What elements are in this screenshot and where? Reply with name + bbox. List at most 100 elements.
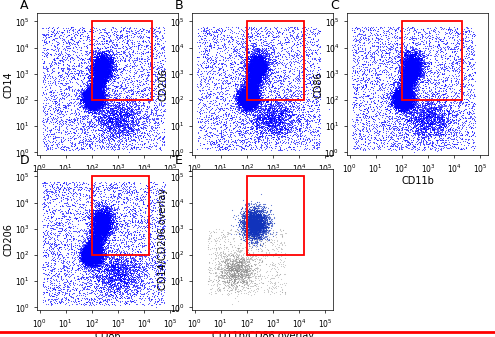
Point bbox=[84, 255, 92, 261]
Point bbox=[90, 90, 98, 95]
Point bbox=[89, 254, 97, 259]
Point bbox=[403, 70, 411, 76]
Point bbox=[93, 254, 100, 259]
Point bbox=[248, 88, 255, 93]
Point bbox=[79, 246, 87, 252]
Point bbox=[246, 78, 254, 83]
Point bbox=[263, 51, 271, 56]
Point bbox=[92, 92, 100, 97]
Point bbox=[111, 101, 119, 107]
Point bbox=[254, 71, 262, 77]
Point bbox=[398, 85, 406, 90]
Point bbox=[78, 254, 86, 259]
Point bbox=[403, 93, 411, 99]
Point bbox=[440, 99, 447, 105]
Point bbox=[240, 94, 248, 99]
Point bbox=[397, 71, 405, 77]
Point bbox=[256, 114, 264, 119]
Point bbox=[101, 70, 109, 75]
Point bbox=[402, 91, 410, 96]
Point bbox=[382, 100, 390, 106]
Point bbox=[84, 75, 92, 81]
Point bbox=[99, 216, 107, 221]
Point bbox=[52, 278, 60, 283]
Point bbox=[98, 67, 105, 73]
Point bbox=[398, 97, 406, 103]
Point bbox=[244, 93, 252, 98]
Point bbox=[238, 97, 246, 103]
Point bbox=[96, 228, 103, 233]
Point bbox=[99, 253, 107, 259]
Point bbox=[247, 92, 254, 97]
Point bbox=[87, 102, 95, 107]
Point bbox=[456, 101, 464, 106]
Point bbox=[129, 96, 137, 101]
Point bbox=[428, 123, 436, 128]
Point bbox=[101, 240, 109, 245]
Point bbox=[429, 121, 437, 126]
Point bbox=[88, 103, 96, 108]
Point bbox=[293, 48, 300, 53]
Point bbox=[88, 255, 96, 260]
Point bbox=[258, 55, 266, 60]
Point bbox=[106, 134, 114, 140]
Point bbox=[398, 94, 406, 99]
Point bbox=[417, 68, 425, 73]
Point bbox=[396, 92, 404, 98]
Point bbox=[92, 214, 100, 220]
Point bbox=[357, 142, 365, 147]
Point bbox=[100, 217, 108, 222]
Point bbox=[105, 236, 113, 241]
Point bbox=[405, 62, 413, 67]
Point bbox=[369, 91, 377, 96]
Point bbox=[85, 248, 93, 254]
Point bbox=[91, 97, 99, 102]
Point bbox=[252, 60, 260, 65]
Point bbox=[90, 93, 98, 99]
Point bbox=[156, 211, 164, 217]
Point bbox=[274, 114, 282, 120]
Point bbox=[98, 218, 105, 223]
Point bbox=[253, 75, 261, 81]
Point bbox=[245, 95, 252, 100]
Point bbox=[371, 38, 379, 43]
Point bbox=[93, 248, 101, 253]
Point bbox=[90, 238, 98, 243]
Point bbox=[400, 76, 408, 81]
Point bbox=[349, 63, 357, 68]
Point bbox=[250, 99, 258, 105]
Point bbox=[252, 69, 260, 75]
Point bbox=[92, 222, 99, 227]
Point bbox=[417, 109, 425, 115]
Point bbox=[92, 250, 100, 255]
Point bbox=[258, 80, 266, 85]
Point bbox=[91, 93, 99, 99]
Point bbox=[405, 101, 413, 106]
Point bbox=[256, 222, 264, 227]
Point bbox=[247, 125, 254, 131]
Point bbox=[90, 247, 98, 253]
Point bbox=[403, 71, 411, 77]
Point bbox=[99, 230, 106, 236]
Point bbox=[90, 92, 98, 97]
Point bbox=[227, 276, 235, 282]
Point bbox=[423, 111, 431, 116]
Point bbox=[262, 225, 270, 230]
Point bbox=[396, 130, 404, 136]
Point bbox=[229, 272, 237, 277]
Point bbox=[90, 49, 98, 54]
Point bbox=[96, 137, 103, 142]
Point bbox=[76, 187, 84, 193]
Point bbox=[272, 34, 280, 39]
Point bbox=[239, 89, 247, 94]
Point bbox=[374, 110, 382, 115]
Point bbox=[349, 105, 357, 111]
Point bbox=[214, 266, 222, 272]
Point bbox=[394, 100, 402, 105]
Point bbox=[404, 103, 412, 109]
Point bbox=[249, 234, 257, 239]
Point bbox=[431, 118, 439, 123]
Point bbox=[85, 243, 93, 249]
Point bbox=[143, 202, 151, 207]
Point bbox=[467, 39, 475, 44]
